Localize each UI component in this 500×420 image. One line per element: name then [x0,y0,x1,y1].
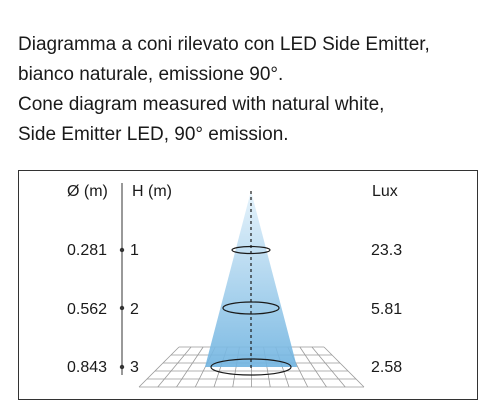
caption-line-en-2: Side Emitter LED, 90° emission. [18,124,289,145]
height-value: 3 [130,359,139,376]
caption: Diagramma a coni rilevato con LED Side E… [18,30,488,150]
grid-line [138,346,180,388]
diameter-header: Ø (m) [67,183,108,200]
height-tick-dot [119,364,125,370]
grid-line [299,346,327,388]
grid-line [157,346,192,388]
lux-value: 23.3 [371,242,403,259]
height-header: H (m) [132,183,172,200]
cone-ellipses [210,245,292,376]
caption-line-en-1: Cone diagram measured with natural white… [18,94,385,115]
grid-line [311,346,346,388]
cone-diagram-panel: Ø (m) H (m) Lux 0.281 1 23.3 0.562 2 5.8… [18,170,478,400]
height-tick-dot [119,305,125,311]
lux-header: Lux [372,183,398,200]
height-value: 2 [130,301,139,318]
grid-line [323,346,365,388]
cone-ellipse [210,358,292,376]
height-axis-ticks [119,247,125,370]
caption-line-it-2: bianco naturale, emissione 90°. [18,64,284,85]
height-tick-dot [119,247,125,253]
grid-line [176,346,204,388]
cone-ellipse [231,245,271,255]
diameter-value: 0.562 [67,301,108,318]
lux-value: 5.81 [371,301,403,318]
caption-line-it-1: Diagramma a coni rilevato con LED Side E… [18,34,430,55]
diameter-value: 0.843 [67,359,108,376]
lux-value: 2.58 [371,359,403,376]
diameter-value: 0.281 [67,242,108,259]
cone-diagram-graphic [119,183,365,388]
light-cone [205,191,297,367]
height-value: 1 [130,242,139,259]
cone-ellipse [222,301,280,315]
